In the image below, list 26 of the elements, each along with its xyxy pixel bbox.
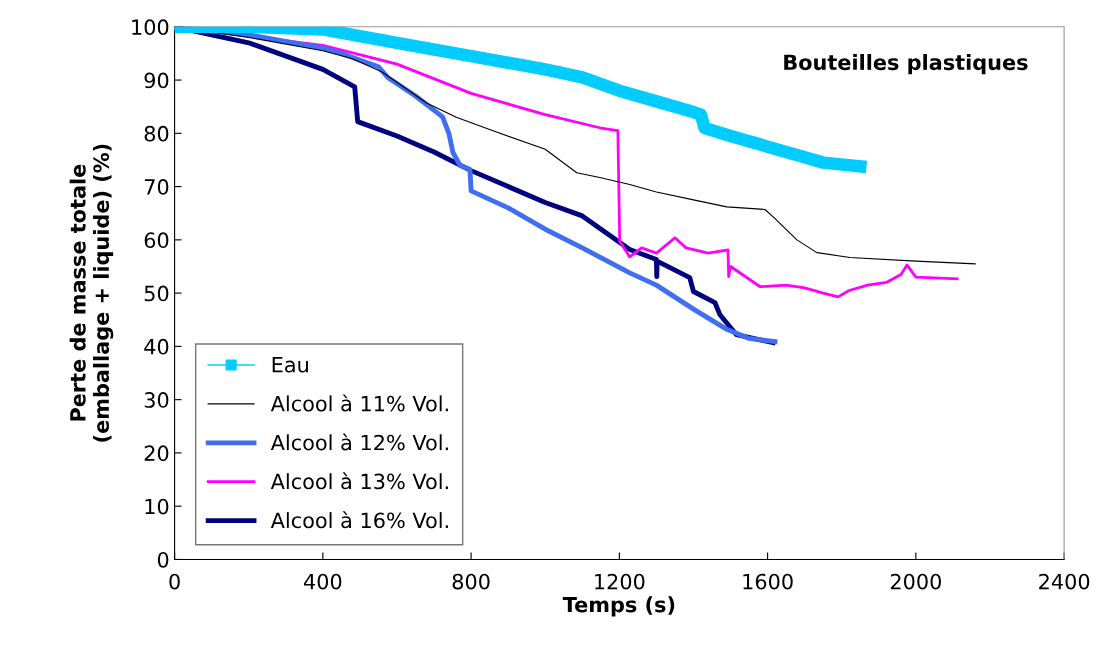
y-tick-label: 70 (144, 179, 169, 195)
x-tick-label: 800 (452, 573, 490, 590)
legend-label: Alcool à 12% Vol. (270, 433, 448, 451)
y-tick-label: 100 (132, 19, 169, 36)
legend-label: Alcool à 13% Vol. (270, 472, 448, 490)
y-tick-label: 20 (144, 445, 169, 462)
legend-label: Eau (272, 357, 308, 373)
annotation: Bouteilles plastiques (784, 54, 1028, 75)
legend-label: Alcool à 11% Vol. (270, 394, 448, 412)
x-axis-title: Temps (s) (562, 596, 675, 617)
y-tick-label: 40 (144, 338, 169, 355)
x-tick-label: 1600 (743, 573, 793, 590)
x-tick-label: 1200 (595, 573, 645, 590)
x-tick-label: 0 (169, 573, 180, 590)
x-tick-label: 2000 (890, 573, 941, 590)
y-tick-label: 50 (144, 285, 169, 302)
y-tick-label: 60 (144, 232, 169, 249)
y-tick-label: 90 (144, 72, 169, 89)
y-tick-label: 30 (144, 392, 169, 408)
x-tick-label: 2400 (1039, 573, 1090, 590)
legend-label: Alcool à 16% Vol. (270, 511, 448, 529)
y-tick-label: 80 (144, 125, 169, 142)
x-tick-label: 400 (303, 573, 342, 590)
y-tick-label: 0 (157, 551, 169, 568)
y-tick-label: 10 (145, 498, 169, 515)
y-axis-title: Perte de masse totale (emballage + liquide) (%) (69, 144, 114, 442)
